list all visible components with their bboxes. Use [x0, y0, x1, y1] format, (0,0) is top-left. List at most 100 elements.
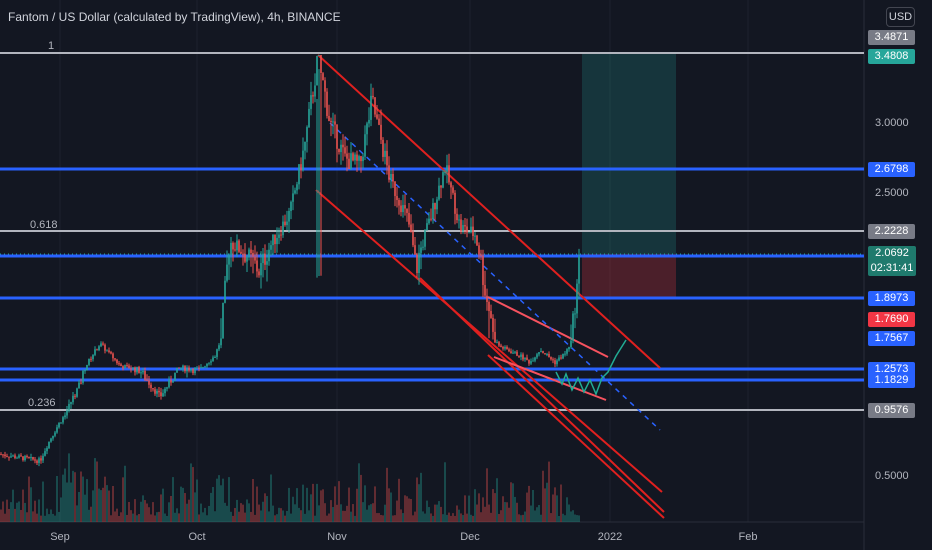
candle-body [426, 223, 428, 231]
volume-bar [480, 512, 482, 522]
candle-body [2, 454, 4, 456]
bar-countdown: 02:31:41 [870, 262, 914, 274]
volume-bar [308, 510, 310, 522]
volume-bar [450, 515, 452, 522]
current-price-value: 2.0692 [875, 247, 909, 259]
currency-button[interactable]: USD [886, 7, 915, 27]
time-tick: Sep [50, 531, 70, 543]
volume-bar [436, 504, 438, 522]
candle-body [442, 172, 444, 188]
candle-body [90, 358, 92, 360]
candle-body [146, 379, 148, 381]
volume-bar [210, 492, 212, 522]
candle-body [152, 388, 154, 390]
candle-body [424, 230, 426, 247]
candle-body [558, 357, 560, 361]
volume-bar [390, 492, 392, 522]
candle-body [450, 182, 452, 188]
channel-line [487, 354, 665, 519]
candle-body [160, 392, 162, 397]
volume-bar [332, 507, 334, 522]
volume-bars [0, 453, 580, 522]
candle-body [128, 365, 130, 369]
candle-body [506, 346, 508, 350]
candle-body [336, 124, 338, 149]
target-zone [582, 53, 676, 254]
candle-body [54, 432, 56, 436]
volume-bar [350, 511, 352, 522]
candle-body [166, 387, 168, 389]
candle-body [380, 124, 382, 140]
fib-label-0236: 0.236 [28, 397, 56, 409]
candle-body [164, 388, 166, 394]
wedge-lower-line [493, 356, 607, 401]
volume-bar [502, 496, 504, 522]
volume-bar [66, 482, 68, 522]
volume-bar [204, 507, 206, 522]
candle-body [138, 366, 140, 373]
price-axis-label: 1.7690 [868, 311, 915, 327]
candle-body [228, 255, 230, 265]
volume-bar [194, 492, 196, 522]
candle-body [22, 456, 24, 461]
volume-bar [424, 513, 426, 522]
volume-bar [82, 476, 84, 522]
candle-body [206, 363, 208, 367]
candle-body [24, 456, 26, 461]
volume-bar [142, 495, 144, 522]
candle-body [458, 219, 460, 221]
volume-bar [184, 493, 186, 522]
candle-body [36, 460, 38, 463]
candle-body [464, 225, 466, 227]
volume-bar [172, 477, 174, 522]
volume-bar [524, 511, 526, 522]
candle-body [210, 361, 212, 363]
volume-bar [432, 515, 434, 522]
price-axis-label: 2.2228 [868, 223, 915, 239]
volume-bar [318, 505, 320, 522]
volume-bar [248, 503, 250, 522]
volume-bar [192, 467, 194, 522]
candle-body [382, 139, 384, 157]
candle-body [488, 301, 490, 312]
volume-bar [358, 463, 360, 522]
volume-bar [452, 513, 454, 522]
candle-body [112, 353, 114, 359]
price-axis-label: 3.4808 [868, 49, 915, 64]
volume-bar [244, 512, 246, 522]
volume-bar [486, 468, 488, 522]
candle-body [262, 253, 264, 264]
volume-bar [578, 515, 580, 522]
volume-bar [552, 494, 554, 522]
candle-body [208, 362, 210, 364]
candle-body [16, 457, 18, 459]
volume-bar [464, 495, 466, 522]
volume-bar [506, 502, 508, 522]
volume-bar [152, 502, 154, 522]
volume-bar [118, 515, 120, 522]
candle-body [484, 285, 486, 296]
volume-bar [242, 504, 244, 522]
volume-bar [472, 515, 474, 522]
price-tick: 2.5000 [875, 187, 909, 199]
candle-body [398, 199, 400, 206]
volume-bar [404, 495, 406, 522]
volume-bar [400, 509, 402, 522]
candle-body [348, 158, 350, 169]
candle-body [64, 415, 66, 418]
volume-bar [212, 486, 214, 522]
candle-body [230, 242, 232, 256]
volume-bar [538, 505, 540, 522]
candle-body [326, 91, 328, 116]
candle-body [66, 410, 68, 416]
volume-bar [58, 511, 60, 522]
volume-bar [234, 507, 236, 522]
volume-bar [274, 515, 276, 522]
candle-body [172, 380, 174, 383]
wedge-upper-line [487, 296, 609, 358]
candle-body [296, 184, 298, 191]
volume-bar [214, 511, 216, 522]
candle-body [568, 347, 570, 350]
price-axis-label: 1.1829 [868, 372, 915, 388]
